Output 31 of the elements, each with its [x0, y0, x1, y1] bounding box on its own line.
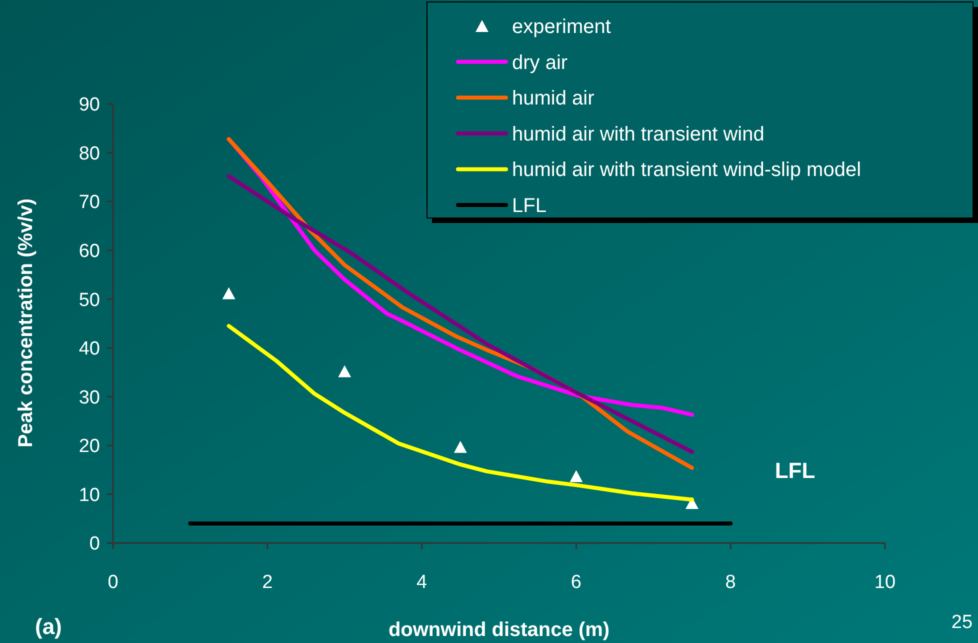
y-tick-label: 70: [78, 192, 100, 214]
x-tick-label: 0: [108, 572, 118, 593]
legend-label: humid air with transient wind: [512, 123, 764, 146]
x-tick-label: 10: [874, 572, 896, 593]
y-tick-label: 30: [78, 387, 100, 408]
y-axis-title: Peak concentration (%v/v): [15, 198, 37, 448]
y-tick-label: 0: [89, 534, 100, 555]
x-tick-label: 4: [416, 572, 428, 593]
legend-label: LFL: [512, 195, 546, 217]
legend-label: dry air: [512, 52, 568, 74]
x-tick-label: 8: [725, 572, 736, 593]
x-axis-title: downwind distance (m): [388, 619, 610, 641]
point: [338, 365, 352, 378]
y-tick-label: 20: [78, 436, 100, 458]
x-tick-label: 2: [262, 572, 273, 593]
text: 25: [951, 612, 973, 633]
y-tick-label: 60: [78, 240, 100, 262]
legend-label: experiment: [512, 16, 612, 38]
legend-label: humid air: [512, 88, 595, 110]
y-tick-label: 90: [78, 94, 100, 116]
legend-label: humid air with transient wind-slip model: [512, 159, 862, 182]
y-tick-label: 40: [78, 338, 100, 360]
y-tick-label: 80: [78, 143, 100, 164]
x-tick-label: 6: [570, 572, 582, 593]
y-tick-label: 50: [78, 290, 100, 311]
annotation: LFL: [774, 458, 816, 483]
y-tick-label: 10: [78, 484, 100, 506]
point: [570, 470, 583, 482]
point: [454, 440, 467, 453]
point: [222, 287, 236, 300]
text: (a): [35, 614, 62, 639]
